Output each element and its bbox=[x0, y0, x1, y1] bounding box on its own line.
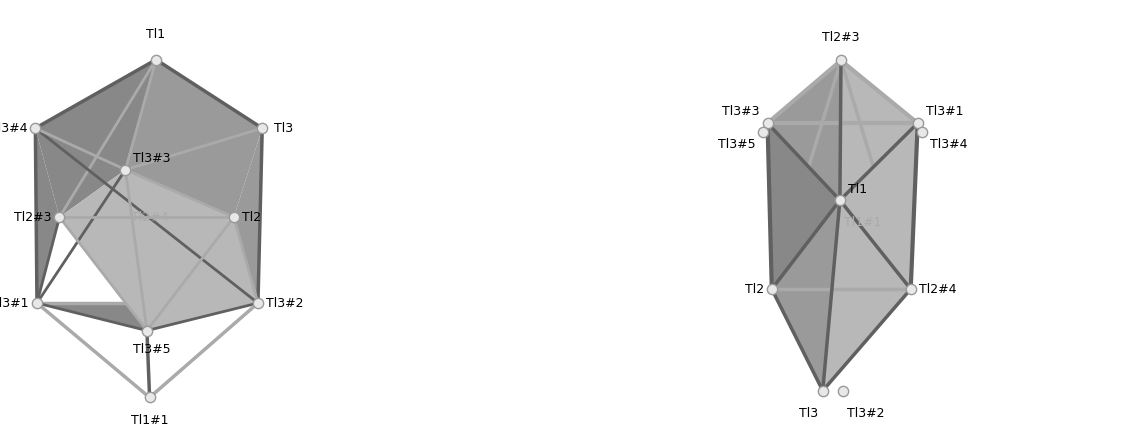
Polygon shape bbox=[36, 60, 156, 217]
Text: Tl3#1: Tl3#1 bbox=[926, 105, 963, 118]
Polygon shape bbox=[233, 128, 263, 303]
Point bbox=[758, 120, 776, 127]
Point bbox=[138, 327, 156, 334]
Text: Tl3#3: Tl3#3 bbox=[134, 153, 171, 165]
Text: Tl2#4: Tl2#4 bbox=[919, 283, 956, 295]
Text: Tl1: Tl1 bbox=[147, 28, 166, 41]
Text: Tl2#3: Tl2#3 bbox=[822, 30, 859, 44]
Polygon shape bbox=[767, 60, 842, 200]
Text: Tl3: Tl3 bbox=[799, 407, 818, 420]
Text: Tl1#1: Tl1#1 bbox=[131, 414, 168, 426]
Text: Tl3#1: Tl3#1 bbox=[0, 296, 29, 310]
Point bbox=[117, 166, 135, 173]
Point bbox=[754, 129, 772, 136]
Point bbox=[763, 286, 781, 293]
Point bbox=[813, 387, 831, 394]
Point bbox=[27, 125, 45, 132]
Text: Tl2#3: Tl2#3 bbox=[13, 211, 52, 224]
Point bbox=[909, 120, 927, 127]
Text: Tl3#2: Tl3#2 bbox=[847, 407, 884, 420]
Text: Tl1#1: Tl1#1 bbox=[844, 216, 882, 229]
Polygon shape bbox=[772, 200, 840, 391]
Text: Tl2: Tl2 bbox=[745, 283, 764, 295]
Text: Tl3#5: Tl3#5 bbox=[134, 343, 171, 356]
Polygon shape bbox=[822, 200, 911, 391]
Point bbox=[249, 299, 267, 306]
Point bbox=[833, 57, 850, 64]
Polygon shape bbox=[840, 60, 918, 200]
Polygon shape bbox=[36, 128, 59, 303]
Text: Tl1: Tl1 bbox=[848, 183, 867, 196]
Text: Tl3#3: Tl3#3 bbox=[721, 105, 760, 118]
Text: Tl3#4: Tl3#4 bbox=[930, 138, 967, 150]
Point bbox=[831, 197, 849, 204]
Point bbox=[224, 213, 242, 220]
Point bbox=[50, 213, 68, 220]
Point bbox=[834, 387, 852, 394]
Point bbox=[902, 286, 920, 293]
Point bbox=[28, 299, 46, 306]
Text: Tl3#2: Tl3#2 bbox=[266, 296, 303, 310]
Polygon shape bbox=[37, 303, 258, 331]
Text: Tl2: Tl2 bbox=[242, 211, 261, 224]
Point bbox=[147, 56, 165, 63]
Text: Tl3#5: Tl3#5 bbox=[718, 138, 755, 150]
Text: Tl3#4: Tl3#4 bbox=[0, 122, 27, 135]
Polygon shape bbox=[126, 60, 263, 217]
Point bbox=[140, 394, 158, 401]
Polygon shape bbox=[59, 170, 258, 331]
Text: Tl3: Tl3 bbox=[274, 122, 293, 135]
Text: Tl2#4: Tl2#4 bbox=[131, 211, 168, 224]
Polygon shape bbox=[767, 60, 918, 123]
Point bbox=[913, 129, 931, 136]
Polygon shape bbox=[840, 123, 918, 289]
Polygon shape bbox=[767, 123, 840, 289]
Point bbox=[254, 125, 272, 132]
